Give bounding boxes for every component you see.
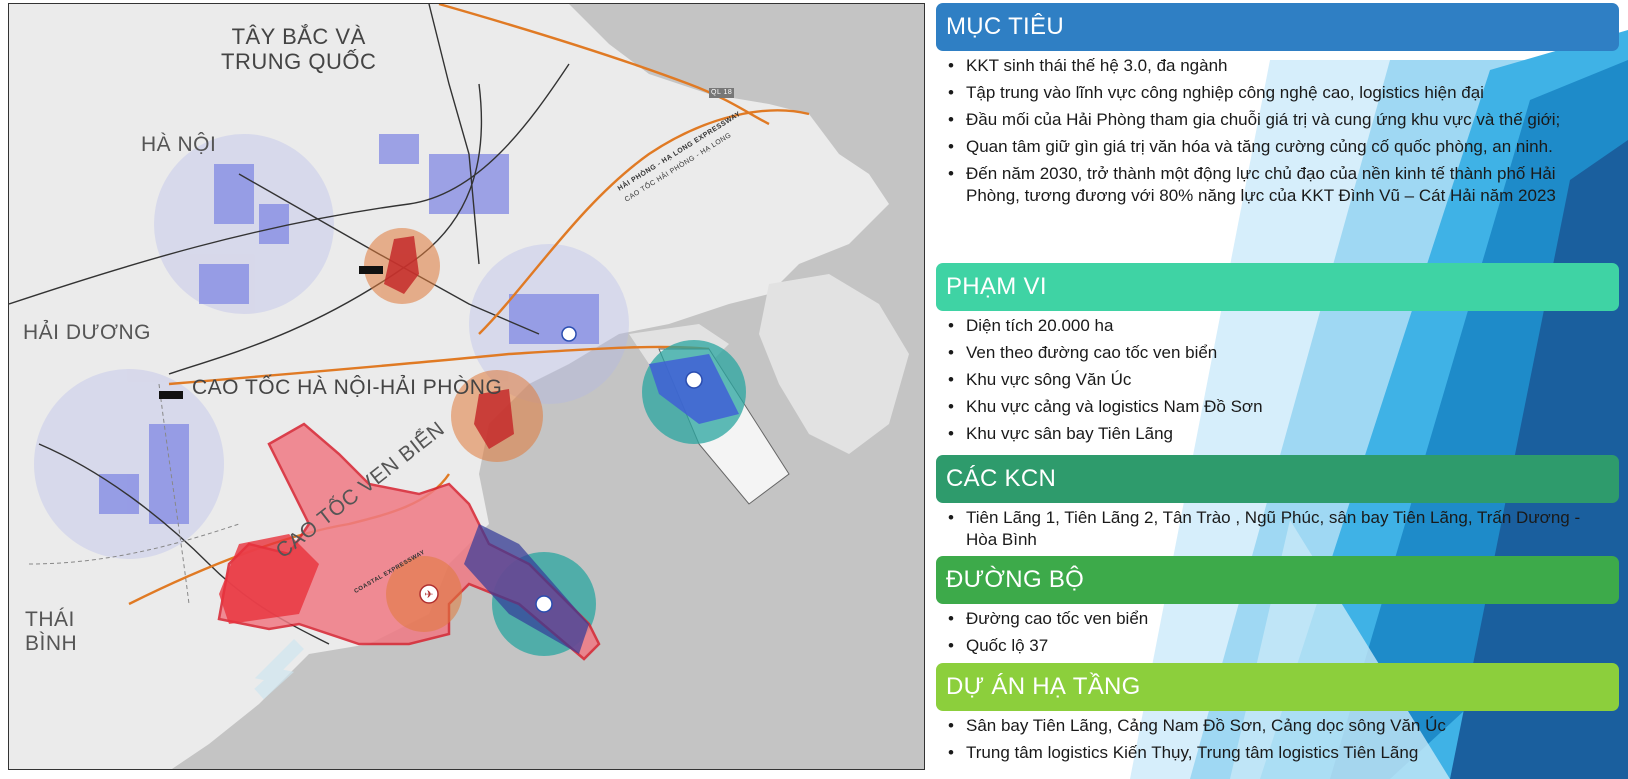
section-list: KKT sinh thái thế hệ 3.0, đa ngành Tập t… [936,55,1619,207]
info-panel: MỤC TIÊU KKT sinh thái thế hệ 3.0, đa ng… [930,0,1628,779]
section-list: Sân bay Tiên Lãng, Cảng Nam Đồ Sơn, Cảng… [936,715,1619,764]
list-item: Quan tâm giữ gìn giá trị văn hóa và tăng… [948,136,1619,158]
airplane-icon [419,584,439,604]
planning-map: ✈ TÂY BẮC VÀ TRUNG QUỐC HÀ NỘI HẢI DƯƠNG… [8,3,925,770]
section-header: ĐƯỜNG BỘ [936,556,1619,604]
map-graphic: ✈ [9,4,924,769]
urban-core [474,389,514,449]
port-icon [535,595,553,613]
label-cao-toc-hn-hp: CAO TỐC HÀ NỘI-HẢI PHÒNG [192,376,503,399]
port-strip [464,524,589,654]
station-marker [359,266,383,274]
port-icon [561,326,577,342]
port-icon [685,371,703,389]
urban-core [384,236,419,294]
expressway-hp-hl [478,109,810,335]
label-thai-binh: THÁI BÌNH [25,608,78,655]
list-item: Khu vực cảng và logistics Nam Đồ Sơn [948,396,1619,418]
list-item: Trung tâm logistics Kiến Thụy, Trung tâm… [948,742,1619,764]
section-list: Đường cao tốc ven biển Quốc lộ 37 [936,608,1619,657]
expressway-hn-hp [168,345,710,386]
list-item: Quốc lộ 37 [948,635,1619,657]
expressway-north [438,4,770,126]
label-tay-bac: TÂY BẮC VÀ TRUNG QUỐC [221,24,377,74]
label-ql18: QL 18 [709,88,735,98]
section-header: MỤC TIÊU [936,3,1619,51]
railway [28,523,240,565]
road [428,4,480,265]
road [9,63,570,305]
direction-arrow [254,639,304,700]
industrial-zone [379,134,419,164]
list-item: Khu vực sông Văn Úc [948,369,1619,391]
section-duong-bo: ĐƯỜNG BỘ Đường cao tốc ven biển Quốc lộ … [936,556,1619,662]
section-du-an-ha-tang: DỰ ÁN HẠ TẦNG Sân bay Tiên Lãng, Cảng Na… [936,663,1619,769]
section-list: Diện tích 20.000 ha Ven theo đường cao t… [936,315,1619,445]
industrial-zone [214,164,254,224]
label-hai-duong: HẢI DƯƠNG [23,321,151,344]
list-item: Ven theo đường cao tốc ven biển [948,342,1619,364]
industrial-zone [99,474,139,514]
industrial-zone [509,294,599,344]
airport-zone [219,534,319,624]
section-header: CÁC KCN [936,455,1619,503]
industrial-zone [199,264,249,304]
section-header: DỰ ÁN HẠ TẦNG [936,663,1619,711]
list-item: Đến năm 2030, trở thành một động lực chủ… [948,163,1619,207]
list-item: Đầu mối của Hải Phòng tham gia chuỗi giá… [948,109,1619,131]
industrial-zone [429,154,509,214]
section-header: PHẠM VI [936,263,1619,311]
list-item: Sân bay Tiên Lãng, Cảng Nam Đồ Sơn, Cảng… [948,715,1619,737]
railway [158,383,190,605]
industrial-zone [259,204,289,244]
island [759,274,909,454]
airplane-glyph: ✈ [424,588,433,601]
list-item: Diện tích 20.000 ha [948,315,1619,337]
section-muc-tieu: MỤC TIÊU KKT sinh thái thế hệ 3.0, đa ng… [936,3,1619,212]
list-item: Đường cao tốc ven biển [948,608,1619,630]
list-item: Khu vực sân bay Tiên Lãng [948,423,1619,445]
station-marker [159,391,183,399]
label-ha-noi: HÀ NỘI [141,133,217,156]
list-item: Tập trung vào lĩnh vực công nghiệp công … [948,82,1619,104]
section-cac-kcn: CÁC KCN Tiên Lãng 1, Tiên Lãng 2, Tân Tr… [936,455,1619,556]
list-item: KKT sinh thái thế hệ 3.0, đa ngành [948,55,1619,77]
section-pham-vi: PHẠM VI Diện tích 20.000 ha Ven theo đườ… [936,263,1619,450]
section-list: Tiên Lãng 1, Tiên Lãng 2, Tân Trào , Ngũ… [936,507,1619,551]
industrial-zone [149,424,189,524]
port-zone [649,354,739,424]
list-item: Tiên Lãng 1, Tiên Lãng 2, Tân Trào , Ngũ… [948,507,1619,551]
